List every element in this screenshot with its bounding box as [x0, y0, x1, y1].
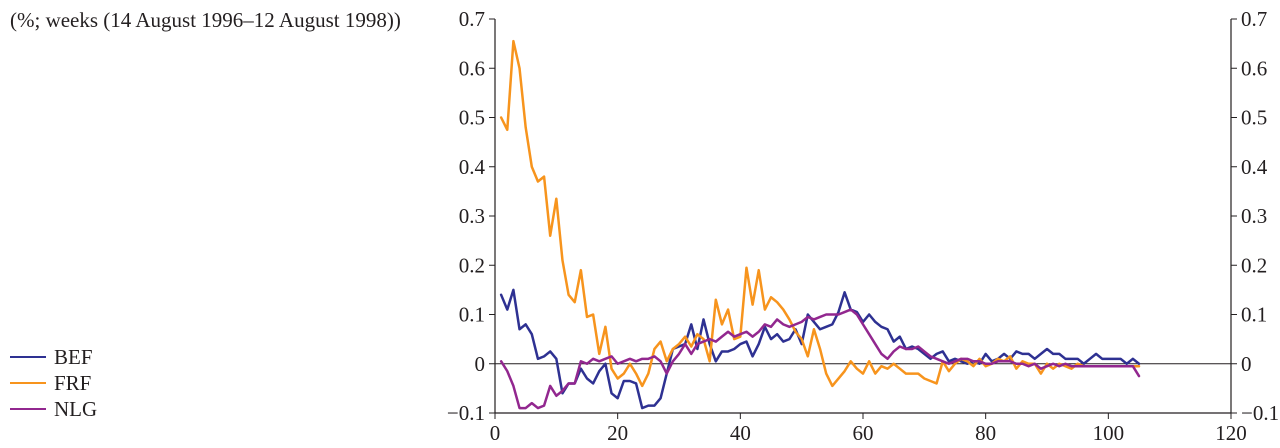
- legend: BEF FRF NLG: [10, 344, 97, 422]
- y-tick-label-right: 0: [1241, 352, 1252, 376]
- legend-item-nlg: NLG: [10, 396, 97, 422]
- y-tick-label-right: −0.1: [1241, 401, 1279, 425]
- y-tick-label-left: 0.6: [459, 56, 485, 80]
- series-line-frf: [499, 39, 1141, 388]
- y-tick-label-right: 0.1: [1241, 303, 1267, 327]
- chart-subtitle: (%; weeks (14 August 1996–12 August 1998…: [10, 8, 401, 32]
- x-tick-label: 100: [1093, 421, 1125, 445]
- y-tick-label-right: 0.2: [1241, 253, 1267, 277]
- y-tick-label-left: 0.3: [459, 204, 485, 228]
- y-tick-label-left: 0.1: [459, 303, 485, 327]
- legend-item-frf: FRF: [10, 370, 97, 396]
- y-tick-label-right: 0.5: [1241, 106, 1267, 130]
- y-tick-label-right: 0.3: [1241, 204, 1267, 228]
- y-tick-label-right: 0.4: [1241, 155, 1268, 179]
- y-tick-label-left: 0.7: [459, 7, 485, 31]
- y-tick-label-left: 0.4: [459, 155, 486, 179]
- x-tick-label: 80: [975, 421, 996, 445]
- legend-label-bef: BEF: [54, 344, 93, 369]
- y-tick-label-left: 0.2: [459, 253, 485, 277]
- y-tick-label-left: 0.5: [459, 106, 485, 130]
- y-tick-label-right: 0.6: [1241, 56, 1267, 80]
- x-tick-label: 120: [1215, 421, 1247, 445]
- legend-item-bef: BEF: [10, 344, 97, 370]
- series-line-bef: [499, 288, 1141, 410]
- x-tick-label: 40: [730, 421, 751, 445]
- y-tick-label-right: 0.7: [1241, 7, 1267, 31]
- legend-swatch-nlg: [10, 408, 46, 410]
- legend-swatch-frf: [10, 382, 46, 384]
- series-line-nlg: [499, 308, 1141, 410]
- y-tick-label-left: −0.1: [447, 401, 485, 425]
- y-tick-label-left: 0: [475, 352, 486, 376]
- x-tick-label: 20: [607, 421, 628, 445]
- x-tick-label: 60: [853, 421, 874, 445]
- legend-swatch-bef: [10, 356, 46, 358]
- series-lines: [499, 39, 1141, 410]
- legend-label-frf: FRF: [54, 370, 92, 395]
- x-tick-label: 0: [490, 421, 501, 445]
- axes: 0 20 40 60 80 100 120−0.100.10.20.30.40.50.60.…: [447, 7, 1279, 445]
- legend-label-nlg: NLG: [54, 396, 98, 421]
